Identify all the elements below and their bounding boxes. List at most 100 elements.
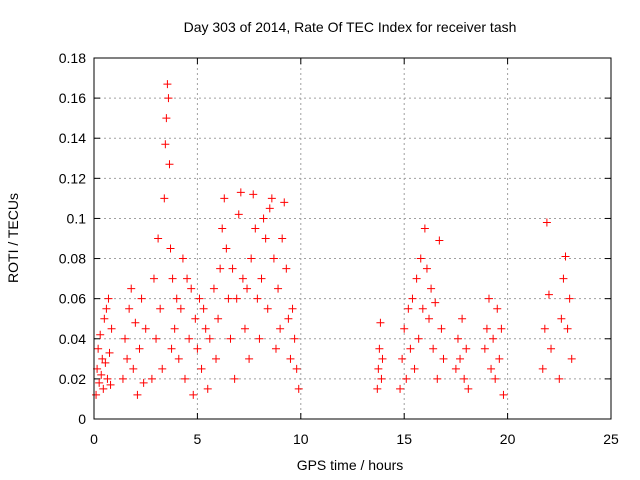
data-point xyxy=(107,324,116,333)
y-tick-label: 0.06 xyxy=(59,291,86,307)
data-point xyxy=(431,298,440,307)
y-tick-label: 0 xyxy=(78,411,86,427)
data-point xyxy=(102,304,111,313)
data-point xyxy=(456,354,465,363)
x-tick-label: 5 xyxy=(194,431,202,447)
data-point xyxy=(168,274,177,283)
x-tick-label: 0 xyxy=(90,431,98,447)
data-point xyxy=(458,314,467,323)
data-point xyxy=(154,234,163,243)
data-point xyxy=(195,294,204,303)
data-point xyxy=(106,380,115,389)
data-point xyxy=(400,324,409,333)
data-point xyxy=(271,344,280,353)
data-point xyxy=(95,378,104,387)
data-point xyxy=(282,264,291,273)
x-tick-label: 20 xyxy=(500,431,516,447)
data-point xyxy=(398,354,407,363)
data-point xyxy=(165,160,174,169)
data-point xyxy=(294,384,303,393)
data-point xyxy=(243,284,252,293)
data-point xyxy=(269,254,278,263)
data-point xyxy=(201,324,210,333)
data-point xyxy=(162,114,171,123)
data-point xyxy=(538,364,547,373)
data-point xyxy=(125,304,134,313)
data-point xyxy=(425,314,434,323)
data-point xyxy=(220,194,229,203)
data-point xyxy=(406,344,415,353)
data-point xyxy=(163,80,172,89)
data-point xyxy=(290,334,299,343)
data-point xyxy=(174,354,183,363)
data-point xyxy=(373,384,382,393)
data-point xyxy=(482,324,491,333)
data-point xyxy=(278,234,287,243)
data-point xyxy=(191,314,200,323)
data-point xyxy=(286,354,295,363)
data-point xyxy=(555,374,564,383)
y-tick-label: 0.02 xyxy=(59,371,86,387)
data-point xyxy=(439,354,448,363)
data-point xyxy=(101,358,110,367)
data-point xyxy=(493,304,502,313)
data-point xyxy=(167,344,176,353)
data-point xyxy=(141,324,150,333)
x-tick-label: 15 xyxy=(396,431,412,447)
data-point xyxy=(118,374,127,383)
data-point xyxy=(170,324,179,333)
data-point xyxy=(180,374,189,383)
data-point xyxy=(414,334,423,343)
chart-title: Day 303 of 2014, Rate Of TEC Index for r… xyxy=(184,19,517,35)
data-point xyxy=(377,374,386,383)
data-point xyxy=(139,378,148,387)
data-point xyxy=(230,374,239,383)
data-point xyxy=(127,284,136,293)
data-point xyxy=(193,344,202,353)
y-tick-label: 0.14 xyxy=(59,130,86,146)
data-point xyxy=(166,244,175,253)
data-point xyxy=(433,374,442,383)
data-point xyxy=(228,264,237,273)
data-point xyxy=(99,384,108,393)
data-point xyxy=(156,304,165,313)
data-point xyxy=(261,234,270,243)
data-point xyxy=(247,254,256,263)
data-point xyxy=(402,374,411,383)
x-tick-label: 10 xyxy=(293,431,309,447)
data-point xyxy=(205,334,214,343)
data-point xyxy=(197,364,206,373)
data-point xyxy=(497,324,506,333)
data-point xyxy=(164,94,173,103)
grid-lines xyxy=(94,58,611,419)
data-point xyxy=(172,294,181,303)
data-point xyxy=(218,224,227,233)
data-point xyxy=(274,284,283,293)
data-point xyxy=(412,274,421,283)
data-point xyxy=(183,274,192,283)
data-point xyxy=(453,334,462,343)
data-point xyxy=(418,304,427,313)
data-point xyxy=(187,284,196,293)
data-point xyxy=(100,314,109,323)
data-point xyxy=(435,236,444,245)
data-point xyxy=(284,314,293,323)
data-point xyxy=(129,364,138,373)
data-point xyxy=(249,190,258,199)
data-point xyxy=(396,384,405,393)
data-point xyxy=(292,364,301,373)
y-tick-label: 0.16 xyxy=(59,90,86,106)
data-point xyxy=(410,364,419,373)
data-point xyxy=(280,198,289,207)
y-tick-label: 0.1 xyxy=(67,210,87,226)
data-point xyxy=(567,354,576,363)
data-point xyxy=(216,264,225,273)
data-point xyxy=(559,274,568,283)
data-point xyxy=(131,318,140,327)
data-point xyxy=(487,364,496,373)
data-point xyxy=(404,304,413,313)
data-point xyxy=(105,348,114,357)
data-point xyxy=(238,274,247,283)
data-point xyxy=(288,304,297,313)
data-point xyxy=(416,254,425,263)
